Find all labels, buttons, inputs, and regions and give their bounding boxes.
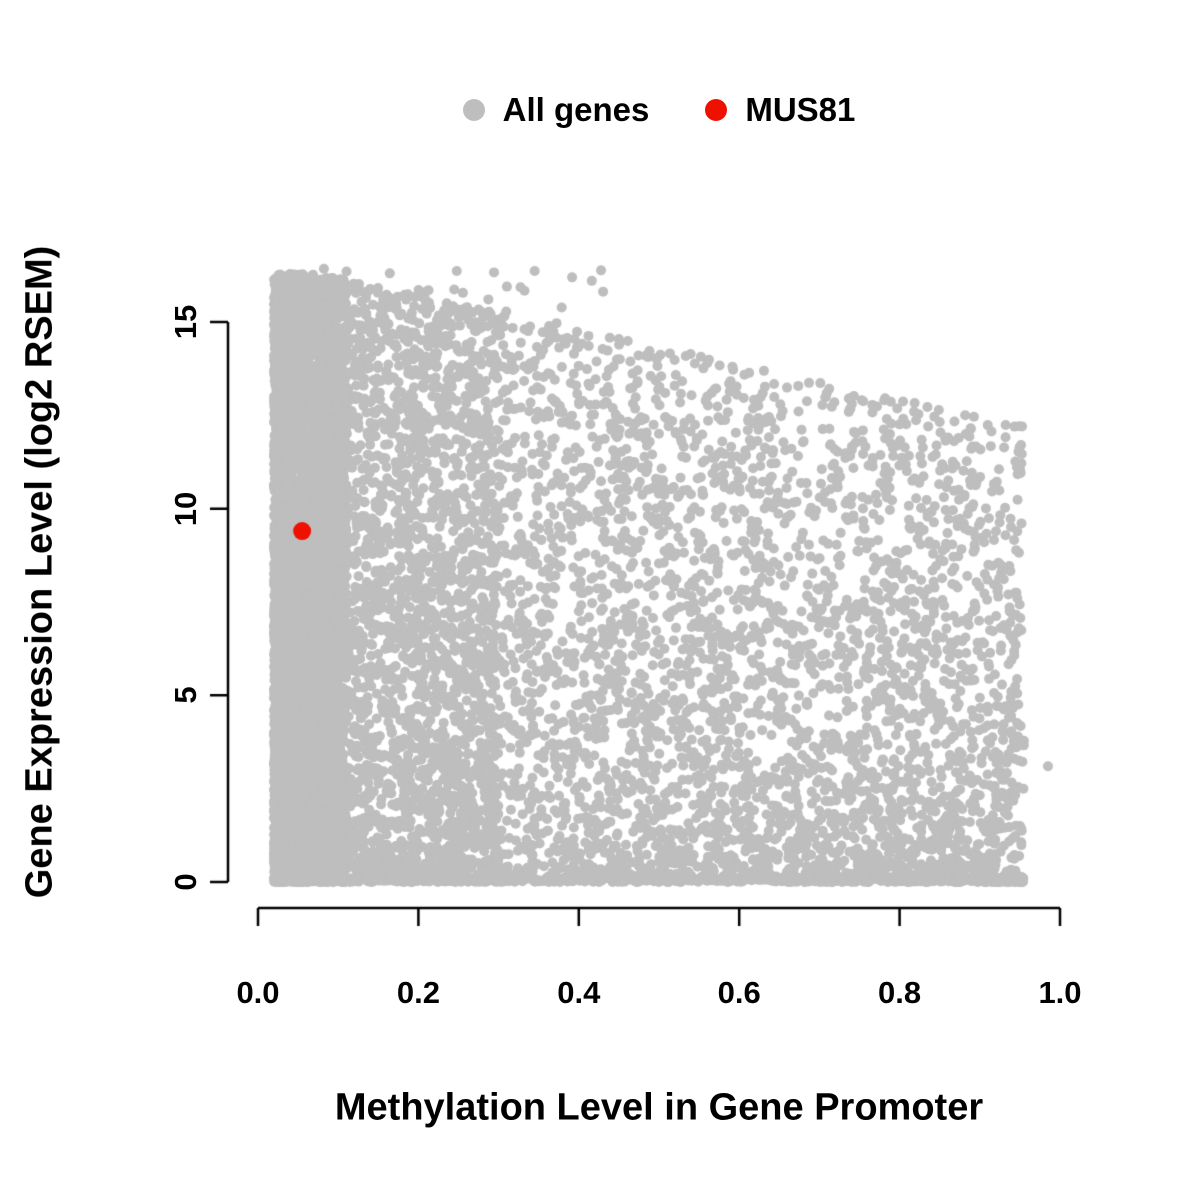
x-axis-title: Methylation Level in Gene Promoter bbox=[334, 1086, 984, 1129]
legend: All genes MUS81 bbox=[258, 84, 1060, 136]
legend-label-mus81: MUS81 bbox=[745, 91, 856, 128]
x-tick-label: 0.2 bbox=[396, 975, 440, 1010]
y-axis-title: Gene Expression Level (log2 RSEM) bbox=[18, 245, 61, 899]
x-tick-label: 0.0 bbox=[236, 975, 280, 1010]
legend-item-all-genes: All genes bbox=[462, 91, 650, 129]
x-tick-label: 0.6 bbox=[717, 975, 761, 1010]
legend-dot-all-genes-icon bbox=[462, 99, 485, 121]
x-tick-label: 0.8 bbox=[878, 975, 922, 1010]
x-tick-label: 0.4 bbox=[557, 975, 601, 1010]
y-tick-label: 5 bbox=[168, 686, 203, 704]
legend-dot-mus81-icon bbox=[705, 99, 728, 121]
y-tick-label: 10 bbox=[168, 491, 203, 526]
legend-item-mus81: MUS81 bbox=[705, 91, 855, 129]
y-tick-label: 0 bbox=[168, 873, 203, 891]
x-tick-label: 1.0 bbox=[1038, 975, 1082, 1010]
legend-label-all-genes: All genes bbox=[502, 91, 650, 128]
y-tick-label: 15 bbox=[168, 304, 203, 340]
